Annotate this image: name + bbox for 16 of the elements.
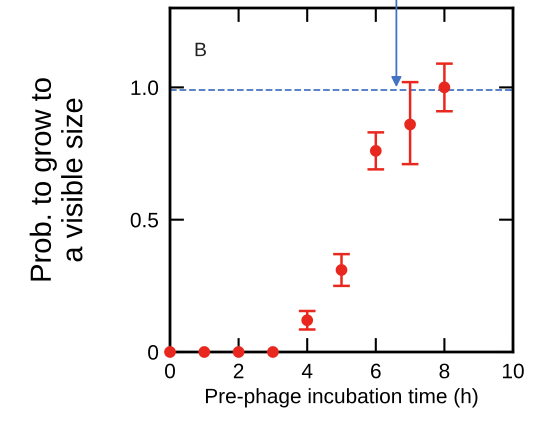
y-axis-title: Prob. to grow to a visible size: [30, 78, 82, 281]
y-tick-label: 1.0: [132, 80, 158, 96]
x-tick-label: 0: [165, 364, 175, 378]
point: [232, 346, 244, 358]
point: [267, 346, 279, 358]
x-tick-label: 10: [503, 364, 524, 378]
point: [198, 346, 210, 358]
annotation: B: [196, 42, 206, 56]
y-tick-label: 0: [148, 345, 158, 360]
x-axis-title: Pre-phage incubation time (h): [206, 388, 478, 408]
y-tick-label: 0.5: [130, 212, 158, 228]
x-tick-label: 6: [371, 364, 381, 378]
x-tick-label: 4: [302, 364, 312, 378]
x-tick-label: 8: [440, 364, 450, 378]
x-tick-label: 2: [234, 364, 244, 378]
point: [164, 346, 176, 358]
